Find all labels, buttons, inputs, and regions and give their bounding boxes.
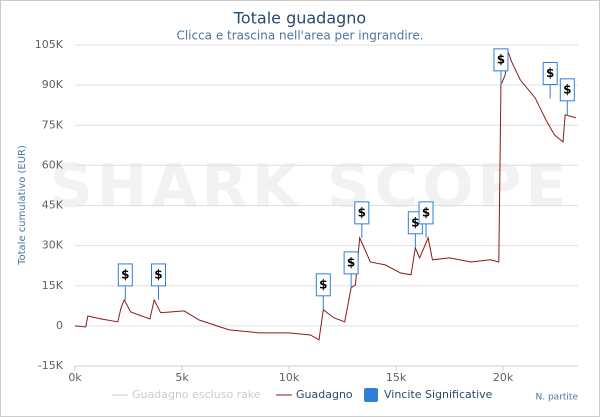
y-tick-label: 105K	[35, 38, 64, 51]
y-tick-label: 90K	[42, 78, 64, 91]
y-tick-label: -15K	[38, 359, 64, 372]
y-tick-label: 15K	[42, 279, 64, 292]
flag	[559, 78, 575, 102]
x-tick-label: 0k	[68, 371, 82, 384]
legend-symbol	[364, 388, 378, 402]
flag	[493, 48, 509, 72]
y-tick-label: 75K	[42, 118, 64, 131]
flag	[418, 201, 434, 225]
y-tick-label: 30K	[42, 239, 64, 252]
watermark: SHARK SCOPE	[50, 152, 571, 222]
flag-label: $	[347, 255, 355, 269]
flag	[354, 201, 370, 225]
flag-label: $	[546, 66, 554, 80]
flag	[315, 273, 331, 297]
line	[74, 49, 576, 341]
y-axis-label: Totale cumulativo (EUR)	[17, 145, 28, 266]
flag-label: $	[319, 277, 327, 291]
x-tick-label: 15k	[386, 371, 407, 384]
flag-label: $	[563, 82, 571, 96]
legend-label: Guadagno	[296, 388, 353, 401]
flag-label: $	[422, 205, 430, 219]
flag-label: $	[358, 205, 366, 219]
chart-subtitle: Clicca e trascina nell'area per ingrandi…	[176, 29, 423, 43]
flag-label: $	[411, 215, 419, 229]
flag-label: $	[121, 267, 129, 281]
flag	[117, 263, 133, 287]
x-tick-label: 10k	[279, 371, 300, 384]
flag	[542, 62, 558, 85]
y-tick-label: 60K	[42, 158, 64, 171]
y-tick-label: 45K	[42, 199, 64, 212]
y-tick-label: 0	[56, 319, 63, 332]
flag-label: $	[154, 267, 162, 281]
x-tick-label: 5k	[175, 371, 189, 384]
chart-title: Totale guadagno	[233, 9, 366, 28]
flag-label: $	[497, 52, 505, 66]
flag	[150, 263, 166, 287]
x-tick-label: 20k	[493, 371, 514, 384]
flag	[343, 251, 359, 275]
legend-label: Guadagno escluso rake	[132, 388, 261, 401]
legend-label: Vincite Significative	[384, 388, 493, 401]
x-axis-label: N. partite	[536, 393, 579, 403]
